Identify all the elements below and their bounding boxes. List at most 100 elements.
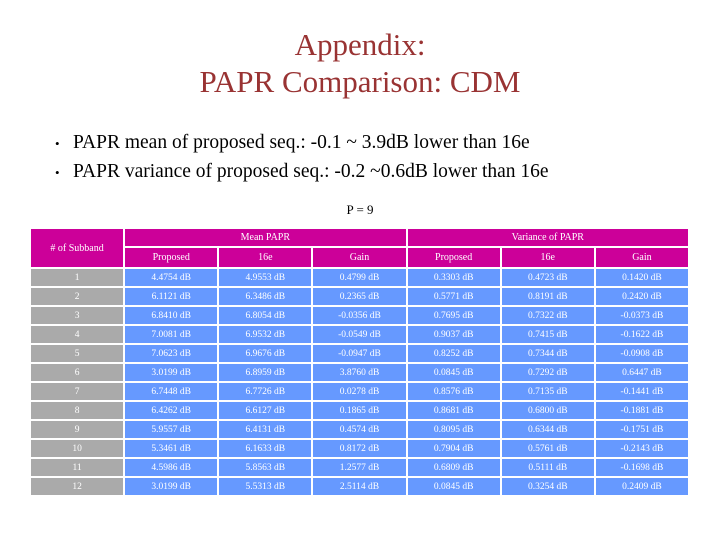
table-cell: 6.8959 dB [219, 364, 312, 381]
table-cell: -0.0549 dB [313, 326, 406, 343]
table-cell: 0.8095 dB [407, 421, 500, 438]
table-cell: 6.8054 dB [219, 307, 312, 324]
table-cell: 0.7322 dB [501, 307, 594, 324]
table-cell: -0.0356 dB [313, 307, 406, 324]
table-row: 4 7.0081 dB 6.9532 dB -0.0549 dB 0.9037 dB 0.… [31, 326, 688, 343]
table-cell: 0.8191 dB [501, 288, 594, 305]
slide-title: Appendix: PAPR Comparison: CDM [0, 26, 720, 100]
table-cell: 6.9532 dB [219, 326, 312, 343]
table-cell: 0.2420 dB [595, 288, 688, 305]
table-cell: 5.3461 dB [125, 440, 218, 457]
table-row: 3 6.8410 dB 6.8054 dB -0.0356 dB 0.7695 dB 0.… [31, 307, 688, 324]
bullet-marker-icon: • [55, 165, 60, 180]
row-label-subband: 9 [31, 421, 124, 438]
table-cell: 0.7344 dB [501, 345, 594, 362]
row-label-subband: 4 [31, 326, 124, 343]
table-cell: 0.8681 dB [407, 402, 500, 419]
table-cell: 3.8760 dB [313, 364, 406, 381]
table-row: 1 4.4754 dB 4.9553 dB 0.4799 dB 0.3303 dB 0.4… [31, 269, 688, 286]
row-label-subband: 3 [31, 307, 124, 324]
sub-header-gain-mean: Gain [313, 248, 406, 267]
row-label-subband: 12 [31, 478, 124, 495]
title-line-2: PAPR Comparison: CDM [199, 64, 521, 99]
bullet-item: • PAPR mean of proposed seq.: -0.1 ~ 3.9… [44, 129, 704, 157]
table-cell: 7.0623 dB [125, 345, 218, 362]
table-cell: 0.5761 dB [501, 440, 594, 457]
table-row: 5 7.0623 dB 6.9676 dB -0.0947 dB 0.8252 dB 0.… [31, 345, 688, 362]
group-header-variance-papr: Variance of PAPR [407, 229, 688, 246]
col-header-subband: # of Subband [31, 229, 124, 267]
table-cell: -0.0947 dB [313, 345, 406, 362]
table-cell: 0.9037 dB [407, 326, 500, 343]
table-row: 8 6.4262 dB 6.6127 dB 0.1865 dB 0.8681 dB 0.6… [31, 402, 688, 419]
group-header-mean-papr: Mean PAPR [125, 229, 406, 246]
table-cell: 4.5986 dB [125, 459, 218, 476]
table-header: # of Subband Mean PAPR Variance of PAPR … [31, 229, 688, 267]
table-cell: 3.0199 dB [125, 364, 218, 381]
table-cell: -0.1622 dB [595, 326, 688, 343]
table-row: 11 4.5986 dB 5.8563 dB 1.2577 dB 0.6809 dB 0.… [31, 459, 688, 476]
table-cell: -0.1881 dB [595, 402, 688, 419]
row-label-subband: 7 [31, 383, 124, 400]
table-cell: -0.1751 dB [595, 421, 688, 438]
table-cell: 5.9557 dB [125, 421, 218, 438]
sub-header-proposed-variance: Proposed [407, 248, 500, 267]
sub-header-gain-variance: Gain [595, 248, 688, 267]
table-cell: 1.2577 dB [313, 459, 406, 476]
table-cell: 4.4754 dB [125, 269, 218, 286]
table-cell: 0.0845 dB [407, 478, 500, 495]
table-cell: 0.8576 dB [407, 383, 500, 400]
table-cell: 5.5313 dB [219, 478, 312, 495]
table-group-header-row: # of Subband Mean PAPR Variance of PAPR [31, 229, 688, 267]
table-cell: -0.2143 dB [595, 440, 688, 457]
table-cell: 0.2365 dB [313, 288, 406, 305]
row-label-subband: 5 [31, 345, 124, 362]
table-cell: 6.1633 dB [219, 440, 312, 457]
table-cell: 0.8252 dB [407, 345, 500, 362]
bullet-text: PAPR mean of proposed seq.: -0.1 ~ 3.9dB… [73, 132, 530, 153]
table-row: 9 5.9557 dB 6.4131 dB 0.4574 dB 0.8095 dB 0.6… [31, 421, 688, 438]
table-cell: -0.1441 dB [595, 383, 688, 400]
row-label-subband: 6 [31, 364, 124, 381]
table-cell: 0.2409 dB [595, 478, 688, 495]
table-cell: 0.6800 dB [501, 402, 594, 419]
row-label-subband: 10 [31, 440, 124, 457]
table-cell: 0.6809 dB [407, 459, 500, 476]
table-cell: 6.3486 dB [219, 288, 312, 305]
table-cell: 6.8410 dB [125, 307, 218, 324]
table-row: 10 5.3461 dB 6.1633 dB 0.8172 dB 0.7904 dB 0.… [31, 440, 688, 457]
table-row: 2 6.1121 dB 6.3486 dB 0.2365 dB 0.5771 dB 0.8… [31, 288, 688, 305]
table-cell: 0.7135 dB [501, 383, 594, 400]
table-cell: 0.7415 dB [501, 326, 594, 343]
table-row: 6 3.0199 dB 6.8959 dB 3.8760 dB 0.0845 dB 0.7… [31, 364, 688, 381]
table-cell: 0.8172 dB [313, 440, 406, 457]
table-cell: 0.0278 dB [313, 383, 406, 400]
table-cell: 0.6447 dB [595, 364, 688, 381]
table-cell: 0.5111 dB [501, 459, 594, 476]
row-label-subband: 1 [31, 269, 124, 286]
table-cell: 6.4131 dB [219, 421, 312, 438]
table-cell: 0.1420 dB [595, 269, 688, 286]
table-cell: 6.1121 dB [125, 288, 218, 305]
table-cell: -0.1698 dB [595, 459, 688, 476]
sub-header-proposed-mean: Proposed [125, 248, 218, 267]
table-cell: 2.5114 dB [313, 478, 406, 495]
table-cell: 0.3303 dB [407, 269, 500, 286]
table-cell: 6.9676 dB [219, 345, 312, 362]
parameter-label: P = 9 [346, 202, 374, 217]
row-label-subband: 2 [31, 288, 124, 305]
table-cell: -0.0908 dB [595, 345, 688, 362]
table-cell: 0.7904 dB [407, 440, 500, 457]
table-cell: 0.1865 dB [313, 402, 406, 419]
table-cell: -0.0373 dB [595, 307, 688, 324]
table-cell: 3.0199 dB [125, 478, 218, 495]
table-cell: 6.6127 dB [219, 402, 312, 419]
table-cell: 6.7448 dB [125, 383, 218, 400]
bullet-list: • PAPR mean of proposed seq.: -0.1 ~ 3.9… [44, 129, 704, 187]
table-body: 1 4.4754 dB 4.9553 dB 0.4799 dB 0.3303 dB 0.4… [31, 269, 688, 495]
papr-comparison-table: # of Subband Mean PAPR Variance of PAPR … [29, 227, 690, 497]
table-cell: 4.9553 dB [219, 269, 312, 286]
bullet-text: PAPR variance of proposed seq.: -0.2 ~0.… [73, 161, 549, 182]
table-row: 12 3.0199 dB 5.5313 dB 2.5114 dB 0.0845 dB 0.… [31, 478, 688, 495]
